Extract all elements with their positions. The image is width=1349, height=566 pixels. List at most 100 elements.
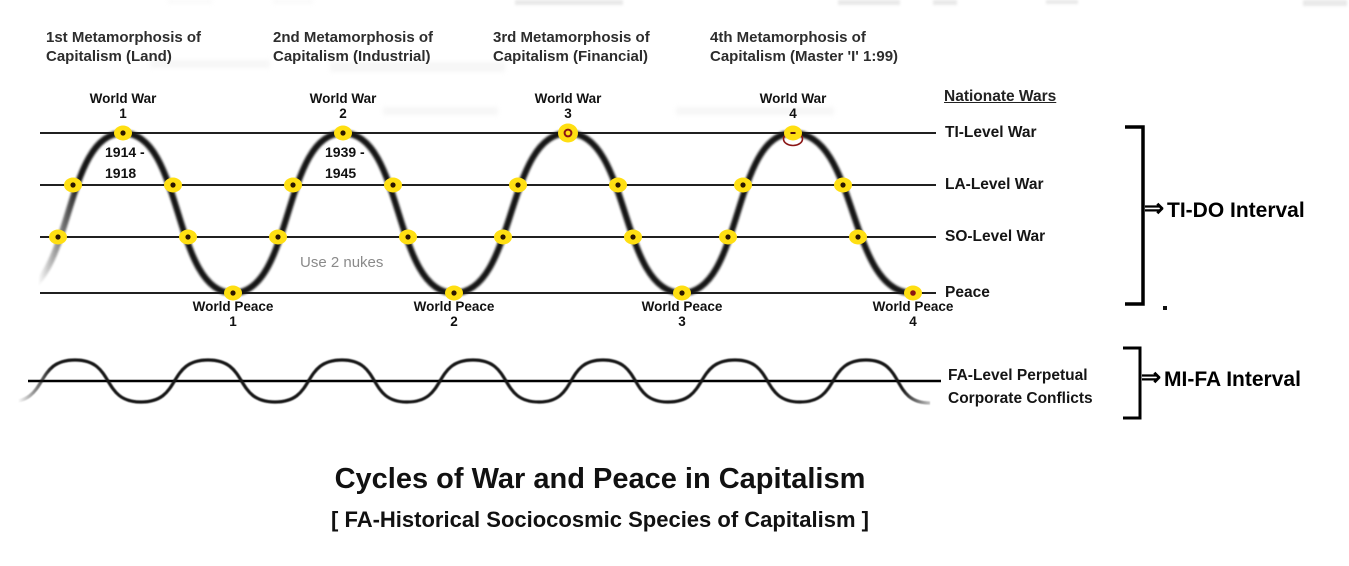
peace-label-number: 4 xyxy=(909,313,917,329)
war-label-3: World War 3 xyxy=(534,91,602,121)
ww1-dates: 1914 - 1918 xyxy=(105,142,145,184)
war-marker xyxy=(558,123,578,143)
peace-label-text: World Peace xyxy=(641,299,723,314)
header-line: Capitalism (Industrial) xyxy=(273,48,431,65)
war-marker xyxy=(624,229,642,245)
ti-do-interval-label: TI-DO Interval xyxy=(1167,199,1305,222)
peace-label-1: World Peace 1 xyxy=(192,299,274,329)
war-marker xyxy=(164,177,182,193)
war-marker xyxy=(849,229,867,245)
interval-bracket xyxy=(1125,125,1145,306)
fa-level-label-line1: FA-Level Perpetual xyxy=(948,367,1088,384)
date-line: 1918 xyxy=(105,165,137,181)
header-line: Capitalism (Financial) xyxy=(493,48,649,65)
chart-title: Cycles of War and Peace in Capitalism xyxy=(334,463,866,495)
level-label-la: LA-Level War xyxy=(945,176,1044,193)
level-label-ti: TI-Level War xyxy=(945,124,1037,141)
war-marker xyxy=(834,177,852,193)
date-line: 1945 xyxy=(325,165,357,181)
peace-label-number: 2 xyxy=(450,313,458,329)
peace-label-2: World Peace 2 xyxy=(413,299,495,329)
metamorphosis-header-2: 2nd Metamorphosis of Capitalism (Industr… xyxy=(273,28,433,66)
ghost-smudge xyxy=(273,0,313,3)
peace-label-text: World Peace xyxy=(192,299,274,314)
war-marker xyxy=(334,125,352,141)
war-marker xyxy=(609,177,627,193)
date-line: 1939 - xyxy=(325,144,365,160)
war-marker xyxy=(734,177,752,193)
metamorphosis-header-3: 3rd Metamorphosis of Capitalism (Financi… xyxy=(493,28,650,66)
level-label-so: SO-Level War xyxy=(945,228,1046,245)
chart-subtitle: [ FA-Historical Sociocosmic Species of C… xyxy=(331,507,869,532)
header-line: 2nd Metamorphosis of xyxy=(273,29,434,46)
header-line: 3rd Metamorphosis of xyxy=(493,29,650,46)
ti-do-arrow-icon: ⇒ xyxy=(1144,195,1165,222)
war-marker xyxy=(384,177,402,193)
mi-fa-interval-label: MI-FA Interval xyxy=(1164,368,1301,391)
war-marker xyxy=(673,285,691,301)
corporate-conflict-wave xyxy=(7,358,931,405)
nationate-war-wave xyxy=(9,129,917,297)
war-marker xyxy=(782,125,804,147)
nationate-wars-heading: Nationate Wars xyxy=(944,88,1057,105)
interval-bracket xyxy=(1123,346,1142,420)
war-marker xyxy=(114,125,132,141)
ghost-smudge xyxy=(933,0,957,5)
war-label-number: 3 xyxy=(564,105,572,121)
war-markers xyxy=(49,123,922,301)
header-line: Capitalism (Master 'I' 1:99) xyxy=(710,48,899,65)
war-marker xyxy=(399,229,417,245)
level-label-peace: Peace xyxy=(945,284,990,301)
peace-label-4: World Peace 4 xyxy=(872,299,954,329)
peace-label-text: World Peace xyxy=(872,299,954,314)
ghost-smudge xyxy=(383,107,498,115)
war-marker xyxy=(719,229,737,245)
ww2-dates: 1939 - 1945 xyxy=(325,142,365,184)
war-label-1: World War 1 xyxy=(89,91,157,121)
interval-brackets xyxy=(1123,125,1145,420)
war-label-text: World War xyxy=(534,91,602,106)
war-marker xyxy=(224,285,242,301)
war-marker xyxy=(49,229,67,245)
ghost-smudge xyxy=(330,62,505,72)
peace-label-3: World Peace 3 xyxy=(641,299,723,329)
stray-period-dot xyxy=(1163,306,1167,310)
war-label-number: 4 xyxy=(789,105,797,121)
ghost-smudge xyxy=(676,107,834,115)
wave-curves xyxy=(7,129,941,405)
nukes-note: Use 2 nukes xyxy=(300,254,384,271)
war-marker xyxy=(284,177,302,193)
peace-label-number: 1 xyxy=(229,313,237,329)
fa-level-label-line2: Corporate Conflicts xyxy=(948,390,1093,407)
ghost-smudge xyxy=(515,0,623,5)
war-marker xyxy=(179,229,197,245)
header-line: 4th Metamorphosis of xyxy=(710,29,866,46)
war-marker xyxy=(494,229,512,245)
ghost-smudge xyxy=(1303,0,1347,6)
war-label-4: World War 4 xyxy=(759,91,827,121)
war-marker xyxy=(269,229,287,245)
ghost-smudge xyxy=(150,60,270,68)
war-marker xyxy=(509,177,527,193)
metamorphosis-header-4: 4th Metamorphosis of Capitalism (Master … xyxy=(710,28,898,66)
header-line: Capitalism (Land) xyxy=(46,48,172,65)
peace-label-number: 3 xyxy=(678,313,686,329)
war-label-text: World War xyxy=(89,91,157,106)
header-line: 1st Metamorphosis of xyxy=(46,29,202,46)
mi-fa-arrow-icon: ⇒ xyxy=(1141,364,1162,391)
war-marker xyxy=(64,177,82,193)
war-label-text: World War xyxy=(759,91,827,106)
peace-label-text: World Peace xyxy=(413,299,495,314)
war-label-number: 1 xyxy=(119,105,127,121)
ghost-smudge xyxy=(838,0,900,5)
date-line: 1914 - xyxy=(105,144,145,160)
ghost-smudge xyxy=(1046,0,1078,4)
ghost-smudge xyxy=(168,0,212,3)
war-marker xyxy=(904,285,922,301)
metamorphosis-header-1: 1st Metamorphosis of Capitalism (Land) xyxy=(46,28,201,66)
war-marker xyxy=(445,285,463,301)
war-label-number: 2 xyxy=(339,105,347,121)
war-label-text: World War xyxy=(309,91,377,106)
